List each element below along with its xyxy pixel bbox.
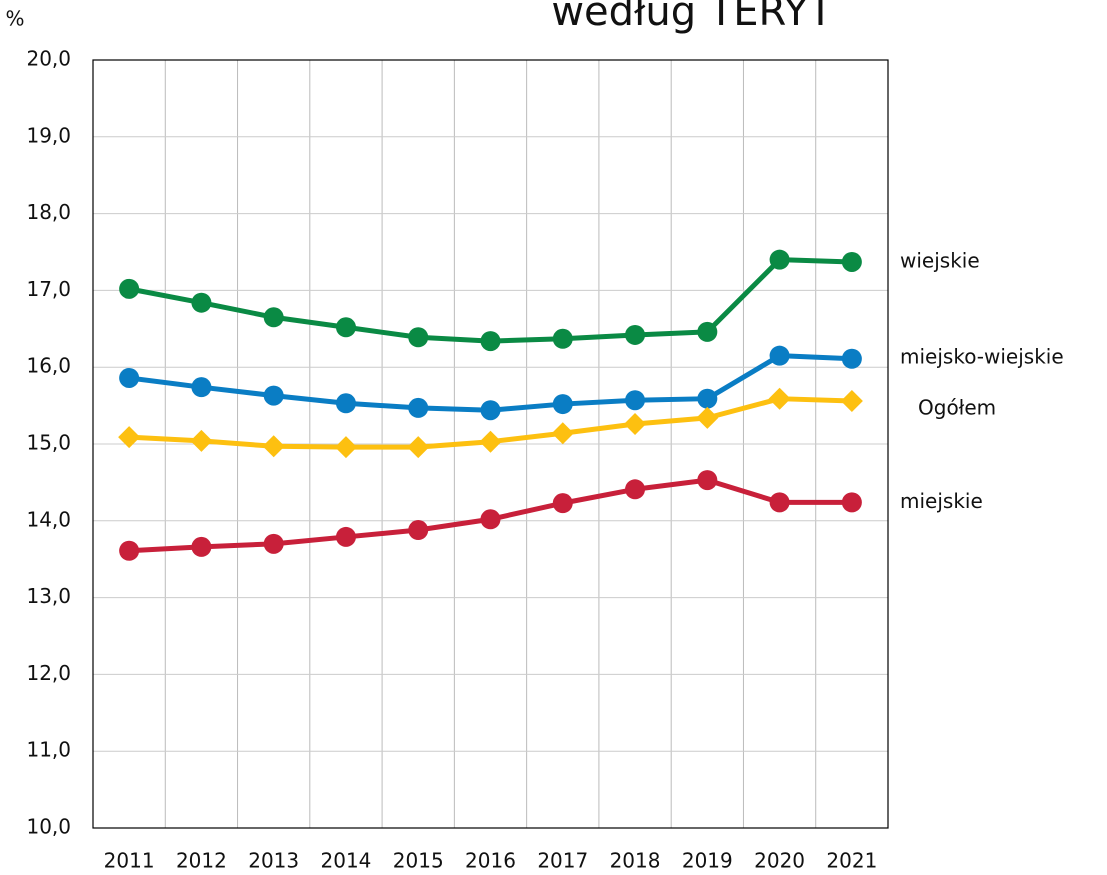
marker bbox=[768, 387, 791, 410]
marker bbox=[551, 422, 574, 445]
marker bbox=[552, 394, 573, 415]
series-label: Ogółem bbox=[918, 395, 996, 419]
marker bbox=[480, 509, 501, 530]
chart-title: według TERYT bbox=[551, 0, 833, 35]
marker bbox=[625, 479, 646, 500]
marker bbox=[408, 397, 429, 418]
x-tick-label: 2018 bbox=[610, 849, 661, 873]
marker bbox=[697, 321, 718, 342]
x-tick-label: 2015 bbox=[393, 849, 444, 873]
marker bbox=[841, 492, 862, 513]
marker bbox=[552, 328, 573, 349]
marker bbox=[769, 492, 790, 513]
marker bbox=[263, 385, 284, 406]
marker bbox=[119, 367, 140, 388]
y-tick-label: 16,0 bbox=[26, 354, 71, 378]
marker bbox=[334, 436, 357, 459]
marker bbox=[480, 400, 501, 421]
marker bbox=[552, 493, 573, 514]
x-tick-label: 2016 bbox=[465, 849, 516, 873]
marker bbox=[119, 540, 140, 561]
marker bbox=[697, 470, 718, 491]
marker bbox=[263, 533, 284, 554]
marker bbox=[696, 406, 719, 429]
y-tick-label: 18,0 bbox=[26, 200, 71, 224]
y-tick-label: 11,0 bbox=[26, 738, 71, 762]
marker bbox=[407, 436, 430, 459]
marker bbox=[840, 389, 863, 412]
series-label: miejsko-wiejskie bbox=[900, 344, 1064, 368]
marker bbox=[625, 390, 646, 411]
series-label: miejskie bbox=[900, 489, 983, 513]
marker bbox=[263, 307, 284, 328]
x-tick-label: 2020 bbox=[754, 849, 805, 873]
x-tick-label: 2021 bbox=[826, 849, 877, 873]
series-label: wiejskie bbox=[900, 248, 980, 272]
marker bbox=[479, 430, 502, 453]
marker bbox=[119, 278, 140, 299]
marker bbox=[335, 393, 356, 414]
y-tick-label: 13,0 bbox=[26, 584, 71, 608]
marker bbox=[262, 435, 285, 458]
marker bbox=[190, 429, 213, 452]
marker bbox=[191, 377, 212, 398]
marker bbox=[335, 526, 356, 547]
y-tick-label: 20,0 bbox=[26, 47, 71, 71]
x-tick-label: 2014 bbox=[321, 849, 372, 873]
y-axis-label: % bbox=[5, 7, 24, 31]
y-tick-label: 10,0 bbox=[26, 815, 71, 839]
marker bbox=[408, 327, 429, 348]
y-tick-label: 19,0 bbox=[26, 123, 71, 147]
marker bbox=[841, 348, 862, 369]
marker bbox=[335, 317, 356, 338]
marker bbox=[480, 331, 501, 352]
marker bbox=[769, 345, 790, 366]
marker bbox=[118, 426, 141, 449]
marker bbox=[625, 324, 646, 345]
y-tick-label: 17,0 bbox=[26, 277, 71, 301]
x-tick-label: 2017 bbox=[537, 849, 588, 873]
marker bbox=[408, 520, 429, 541]
marker bbox=[697, 388, 718, 409]
marker bbox=[624, 413, 647, 436]
marker bbox=[191, 536, 212, 557]
x-tick-label: 2013 bbox=[248, 849, 299, 873]
y-tick-label: 12,0 bbox=[26, 661, 71, 685]
x-tick-label: 2011 bbox=[104, 849, 155, 873]
y-tick-label: 14,0 bbox=[26, 507, 71, 531]
x-tick-label: 2019 bbox=[682, 849, 733, 873]
x-tick-label: 2012 bbox=[176, 849, 227, 873]
plot-frame bbox=[92, 59, 889, 829]
marker bbox=[769, 249, 790, 270]
marker bbox=[191, 292, 212, 313]
y-tick-label: 15,0 bbox=[26, 431, 71, 455]
marker bbox=[841, 251, 862, 272]
